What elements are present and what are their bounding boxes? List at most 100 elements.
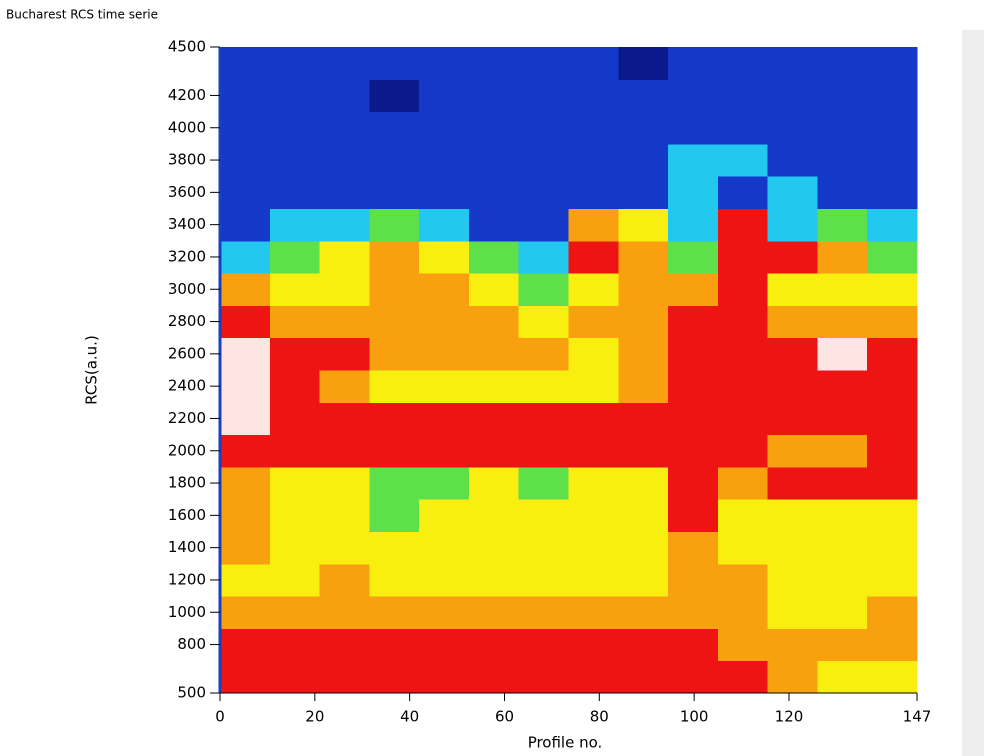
heatmap-cell: [369, 531, 420, 565]
heatmap-cell: [319, 47, 370, 80]
heatmap-cell: [717, 305, 769, 339]
heatmap-cell: [867, 499, 918, 532]
y-tick-label: 2000: [168, 441, 206, 459]
heatmap-cell: [668, 531, 719, 565]
heatmap-cell: [419, 596, 470, 629]
heatmap-cell: [568, 79, 619, 113]
x-tick-label: 20: [305, 708, 324, 726]
heatmap-cell: [618, 531, 669, 565]
heatmap-cell: [767, 531, 818, 565]
heatmap-cell: [767, 499, 818, 532]
heatmap-cell: [419, 370, 470, 403]
heatmap-cell: [767, 563, 818, 597]
heatmap-cell: [668, 337, 719, 371]
heatmap-cell: [568, 434, 619, 468]
heatmap-cell: [568, 531, 619, 565]
side-panel: [962, 30, 984, 756]
heatmap-cell: [468, 79, 520, 113]
heatmap-cell: [468, 531, 520, 565]
heatmap-cell: [817, 240, 868, 274]
heatmap-cell: [518, 79, 569, 113]
heatmap-cell: [319, 176, 370, 209]
heatmap-cell: [867, 402, 918, 436]
heatmap-cell: [767, 47, 818, 80]
heatmap-cell: [817, 596, 868, 629]
heatmap-cell: [618, 111, 669, 145]
heatmap-cell: [767, 208, 818, 242]
heatmap-cell: [717, 660, 769, 694]
heatmap-cell: [867, 563, 918, 597]
heatmap-cell: [220, 111, 271, 145]
heatmap-cell: [618, 402, 669, 436]
x-tick-label: 60: [495, 708, 514, 726]
heatmap-cell: [867, 628, 918, 662]
heatmap-cell: [468, 370, 520, 403]
heatmap-cell: [319, 305, 370, 339]
heatmap-cell: [269, 628, 321, 662]
heatmap-cell: [468, 660, 520, 694]
heatmap-cell: [867, 143, 918, 177]
heatmap-cell: [269, 47, 321, 80]
heatmap-cell: [319, 370, 370, 403]
heatmap-cell: [369, 47, 420, 80]
y-tick-label: 1200: [168, 570, 206, 588]
heatmap-cell: [369, 337, 420, 371]
heatmap-cell: [220, 47, 271, 80]
heatmap-cell: [817, 499, 868, 532]
heatmap-cell: [419, 531, 470, 565]
heatmap-cell: [518, 176, 569, 209]
heatmap-cell: [817, 79, 868, 113]
heatmap-cell: [717, 143, 769, 177]
heatmap-cell: [568, 402, 619, 436]
heatmap-cell: [717, 176, 769, 209]
heatmap-cell: [220, 240, 271, 274]
heatmap-cell: [817, 660, 868, 694]
heatmap-cell: [618, 79, 669, 113]
heatmap-cell: [668, 628, 719, 662]
heatmap-cell: [220, 176, 271, 209]
y-tick-label: 1600: [168, 506, 206, 524]
heatmap-cell: [767, 176, 818, 209]
heatmap-cell: [468, 434, 520, 468]
heatmap-cell: [668, 143, 719, 177]
heatmap-cell: [319, 273, 370, 306]
heatmap-cell: [269, 531, 321, 565]
heatmap-cell: [867, 434, 918, 468]
heatmap-cell: [419, 111, 470, 145]
x-tick-label: 0: [215, 708, 225, 726]
heatmap-cell: [419, 499, 470, 532]
y-tick-label: 4000: [168, 118, 206, 136]
heatmap-cell: [220, 273, 271, 306]
heatmap-cell: [518, 143, 569, 177]
heatmap-cell: [419, 273, 470, 306]
heatmap-cell: [867, 240, 918, 274]
heatmap-cell: [668, 563, 719, 597]
heatmap-cell: [717, 47, 769, 80]
heatmap-cell: [419, 208, 470, 242]
heatmap-cell: [468, 305, 520, 339]
heatmap-cell: [419, 240, 470, 274]
heatmap-cell: [518, 434, 569, 468]
heatmap-cell: [220, 337, 271, 371]
heatmap-cell: [717, 337, 769, 371]
heatmap-cell: [618, 499, 669, 532]
heatmap-cell: [717, 111, 769, 145]
heatmap-cell: [220, 402, 271, 436]
heatmap-cell: [767, 273, 818, 306]
heatmap-cell: [319, 596, 370, 629]
heatmap-cell: [269, 402, 321, 436]
heatmap-cell: [867, 176, 918, 209]
heatmap-cell: [618, 370, 669, 403]
heatmap-cell: [220, 208, 271, 242]
heatmap-cell: [717, 531, 769, 565]
heatmap-cell: [319, 628, 370, 662]
heatmap-cell: [269, 176, 321, 209]
heatmap-cell: [618, 466, 669, 500]
y-tick-label: 2800: [168, 312, 206, 330]
heatmap-cell: [767, 628, 818, 662]
heatmap-cell: [269, 596, 321, 629]
heatmap-cell: [668, 47, 719, 80]
heatmap-cell: [518, 208, 569, 242]
heatmap-cell: [867, 273, 918, 306]
y-tick-label: 1800: [168, 474, 206, 492]
